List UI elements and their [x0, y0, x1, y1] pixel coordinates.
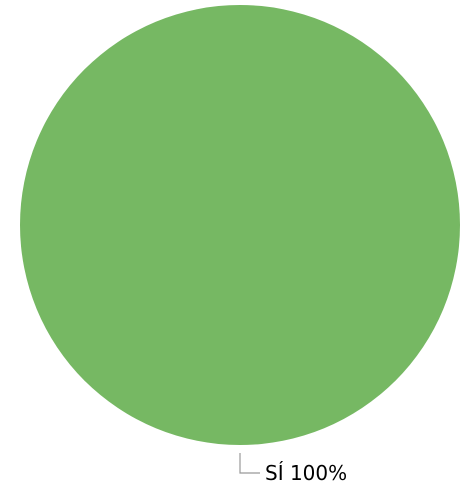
data-label-leader-line: [239, 453, 260, 474]
pie-slices: [20, 5, 460, 445]
pie-slice-sí: [20, 5, 460, 445]
slice-label-si: SÍ 100%: [265, 461, 347, 485]
